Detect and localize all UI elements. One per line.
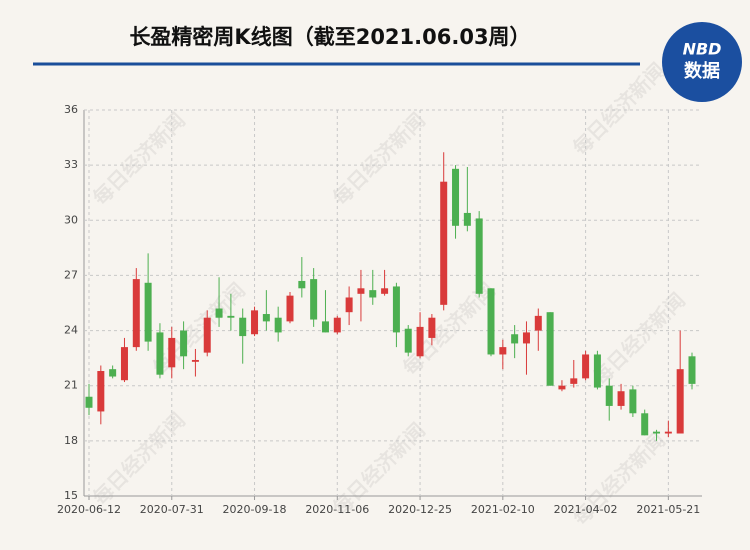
candle-body (251, 310, 259, 335)
candle-body (286, 295, 294, 322)
logo-brand: NBD (683, 40, 722, 59)
y-tick-label: 21 (64, 379, 78, 392)
x-tick-label: 2020-12-25 (388, 503, 452, 516)
candle-body (357, 288, 365, 294)
candle-body (132, 279, 140, 348)
logo-label: 数据 (684, 60, 720, 82)
candle-body (180, 330, 188, 357)
candle-body (215, 308, 223, 318)
x-tick-label: 2020-09-18 (223, 503, 287, 516)
candle-body (558, 385, 566, 390)
candle-body (168, 337, 176, 368)
candle-body (120, 347, 128, 381)
candle-body (392, 286, 400, 333)
candle-body (688, 356, 696, 384)
candle-body (641, 413, 649, 436)
candle-body (109, 369, 117, 377)
candle-body (404, 328, 412, 353)
candle-body (452, 168, 460, 226)
candle-body (440, 181, 448, 305)
candle-body (97, 371, 105, 412)
candle-body (310, 279, 318, 320)
candle-body (676, 369, 684, 434)
candle-body (298, 280, 306, 289)
candle-body (487, 288, 495, 355)
candle-body (191, 359, 199, 362)
x-tick-label: 2021-02-10 (471, 503, 535, 516)
candle-body (144, 282, 152, 342)
logo-badge (662, 22, 742, 102)
candle-body (653, 431, 661, 434)
candle-body (239, 317, 247, 337)
candle-body (629, 389, 637, 414)
y-tick-label: 30 (64, 213, 78, 226)
candle-body (593, 354, 601, 388)
y-tick-label: 36 (64, 103, 78, 116)
candle-body (664, 431, 672, 434)
x-tick-label: 2020-06-12 (57, 503, 121, 516)
candle-body (321, 321, 329, 333)
candle-body (499, 347, 507, 355)
candle-body (156, 332, 164, 375)
candle-body (274, 317, 282, 333)
candle-body (582, 354, 590, 379)
candle-body (345, 297, 353, 313)
y-tick-label: 33 (64, 158, 78, 171)
candle-body (227, 315, 235, 318)
candle-body (333, 317, 341, 333)
y-tick-label: 27 (64, 268, 78, 281)
candle-body (428, 317, 436, 338)
candle-body (463, 212, 471, 226)
candle-body (475, 218, 483, 294)
candle-body (85, 396, 93, 408)
y-tick-label: 18 (64, 434, 78, 447)
candle-body (203, 317, 211, 353)
x-tick-label: 2021-05-21 (636, 503, 700, 516)
candle-body (617, 391, 625, 406)
candle-body (534, 315, 542, 331)
x-tick-label: 2020-11-06 (305, 503, 369, 516)
x-tick-label: 2020-07-31 (140, 503, 204, 516)
candle-body (262, 314, 270, 322)
candle-body (522, 332, 530, 344)
chart-title: 长盈精密周K线图（截至2021.06.03周） (129, 25, 530, 49)
candle-body (511, 334, 519, 344)
candle-body (605, 385, 613, 406)
x-tick-label: 2021-04-02 (554, 503, 618, 516)
y-tick-label: 24 (64, 324, 78, 337)
y-tick-label: 15 (64, 489, 78, 502)
candle-body (416, 326, 424, 357)
candle-body (546, 312, 554, 386)
candle-body (570, 378, 578, 384)
candle-body (369, 290, 377, 298)
candle-body (381, 288, 389, 294)
